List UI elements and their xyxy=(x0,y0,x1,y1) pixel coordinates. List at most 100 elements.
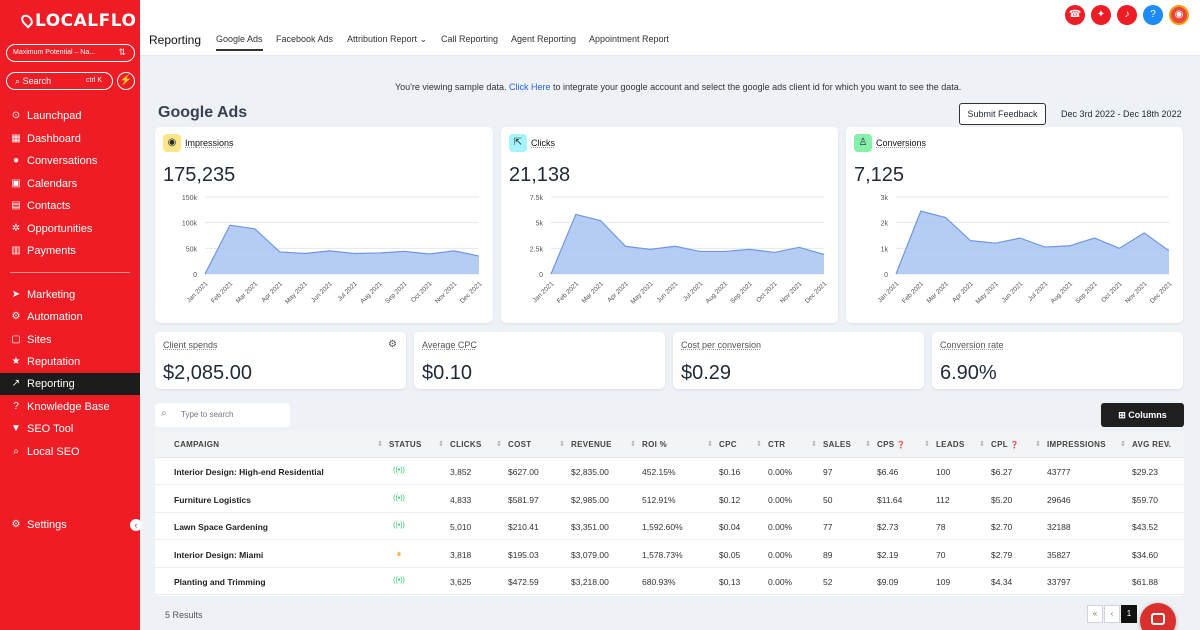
sidebar-item-local-seo[interactable]: ⌕ Local SEO xyxy=(0,441,140,463)
sidebar-item-launchpad[interactable]: ⊙ Launchpad xyxy=(0,105,140,127)
col-header-leads[interactable]: LEADS xyxy=(936,440,965,449)
cell-campaign[interactable]: Planting and Trimming xyxy=(174,577,266,587)
table-row[interactable]: Interior Design: High-end Residential ((•… xyxy=(155,458,1184,485)
sidebar-item-sites[interactable]: ▢ Sites xyxy=(0,329,140,351)
sidebar-item-reporting[interactable]: ↗ Reporting xyxy=(0,373,140,395)
x-tick-label: Sep 2021 xyxy=(384,280,409,305)
first-page-button[interactable]: « xyxy=(1087,605,1103,623)
sidebar-item-payments[interactable]: ▥ Payments xyxy=(0,240,140,262)
col-header-cpl[interactable]: CPL ❓ xyxy=(991,440,1020,449)
table-row[interactable]: Lawn Space Gardening ((•)) 5,010 $210.41 $3,… xyxy=(155,513,1184,540)
sort-icon[interactable]: ⇕ xyxy=(1035,441,1041,448)
series-line xyxy=(550,213,825,275)
location-switcher[interactable]: Maximum Potential – Na... ⇅ xyxy=(6,44,135,62)
tab-attribution-report[interactable]: Attribution Report ⌄ xyxy=(347,34,428,44)
sort-icon[interactable]: ⇕ xyxy=(1120,441,1126,448)
sidebar-search[interactable]: ⌕ Search ctrl K xyxy=(6,72,113,90)
cell-campaign[interactable]: Lawn Space Gardening xyxy=(174,522,268,532)
cell-campaign[interactable]: Furniture Logistics xyxy=(174,494,251,505)
col-header-revenue[interactable]: REVENUE xyxy=(571,440,612,449)
knowledge-icon: ? xyxy=(13,401,19,412)
tab-google-ads[interactable]: Google Ads xyxy=(216,34,263,51)
col-header-avg-rev-[interactable]: AVG REV. xyxy=(1132,440,1172,449)
sidebar-item-knowledge-base[interactable]: ? Knowledge Base xyxy=(0,396,140,418)
info-icon[interactable]: ❓ xyxy=(1007,442,1020,449)
col-header-cpc[interactable]: CPC xyxy=(719,440,737,449)
tab-facebook-ads[interactable]: Facebook Ads xyxy=(276,34,334,44)
sort-icon[interactable]: ⇕ xyxy=(1165,441,1171,448)
sort-icon[interactable]: ⇕ xyxy=(865,441,871,448)
sort-icon[interactable]: ⇕ xyxy=(811,441,817,448)
sort-icon[interactable]: ⇕ xyxy=(756,441,762,448)
sidebar-item-opportunities[interactable]: ✲ Opportunities xyxy=(0,218,140,240)
sidebar-item-automation[interactable]: ⚙ Automation xyxy=(0,306,140,328)
sidebar-item-contacts[interactable]: ▤ Contacts xyxy=(0,195,140,217)
col-header-campaign[interactable]: CAMPAIGN xyxy=(174,440,220,449)
y-tick-label: 2.5k xyxy=(530,246,544,253)
collapse-sidebar-button[interactable]: ‹ xyxy=(130,519,142,531)
sidebar-item-calendars[interactable]: ▣ Calendars xyxy=(0,173,140,195)
sidebar-item-settings[interactable]: ⚙ Settings xyxy=(11,519,67,531)
col-header-sales[interactable]: SALES xyxy=(823,440,852,449)
x-tick-label: Apr 2021 xyxy=(951,280,975,304)
table-search-input[interactable]: ⌕ Type to search xyxy=(155,403,290,427)
sidebar-item-seo-tool[interactable]: ▼ SEO Tool xyxy=(0,418,140,440)
table-row[interactable]: Furniture Logistics ((•)) 4,833 $581.97 $2,9… xyxy=(155,486,1184,513)
col-header-status[interactable]: STATUS xyxy=(389,440,422,449)
cell-campaign[interactable]: Interior Design: Miami xyxy=(174,549,264,560)
click-here-link[interactable]: Click Here xyxy=(508,82,551,92)
quick-action-bolt-icon[interactable]: ⚡ xyxy=(117,72,135,90)
sort-icon[interactable]: ⇕ xyxy=(438,441,444,448)
submit-feedback-button[interactable]: Submit Feedback xyxy=(959,103,1046,125)
col-header-roi-[interactable]: ROI % xyxy=(642,440,668,449)
sort-icon[interactable]: ⇕ xyxy=(559,441,565,448)
col-header-cost[interactable]: COST xyxy=(508,440,532,449)
tab-agent-reporting[interactable]: Agent Reporting xyxy=(511,34,577,44)
megaphone-icon[interactable]: ✦ xyxy=(1091,5,1111,25)
localflo-logo[interactable]: LOCALFLO xyxy=(18,11,136,31)
page-number-button[interactable]: 1 xyxy=(1121,605,1137,623)
sort-icon[interactable]: ⇕ xyxy=(924,441,930,448)
columns-button[interactable]: ⊞ Columns xyxy=(1101,403,1184,427)
cell-avgrev: $59.70 xyxy=(1132,494,1158,505)
tab-call-reporting[interactable]: Call Reporting xyxy=(441,34,499,44)
info-icon[interactable]: ❓ xyxy=(894,442,906,449)
gear-icon[interactable]: ⚙ xyxy=(388,339,397,350)
cell-campaign[interactable]: Interior Design: High-end Residential xyxy=(174,467,324,477)
sidebar-item-reputation[interactable]: ★ Reputation xyxy=(0,351,140,373)
sort-icon[interactable]: ⇕ xyxy=(377,441,383,448)
avatar[interactable]: ◉ xyxy=(1169,5,1189,25)
col-header-clicks[interactable]: CLICKS xyxy=(450,440,482,449)
date-range[interactable]: Dec 3rd 2022 - Dec 18th 2022 xyxy=(1061,109,1182,119)
col-header-ctr[interactable]: CTR xyxy=(768,440,786,449)
sort-icon[interactable]: ⇕ xyxy=(630,441,636,448)
cell-cps: $9.09 xyxy=(877,577,899,587)
table-row[interactable]: Planting and Trimming ((•)) 3,625 $472.59 $3… xyxy=(155,568,1184,595)
active-status-icon: ((•)) xyxy=(393,494,405,502)
table-row[interactable]: Interior Design: Miami ⏸ 3,818 $195.03 $3,07… xyxy=(155,541,1184,568)
bell-icon[interactable]: ♪ xyxy=(1117,5,1137,25)
sort-icon[interactable]: ⇕ xyxy=(707,441,713,448)
prev-page-button[interactable]: ‹ xyxy=(1104,605,1120,623)
sort-icon[interactable]: ⇕ xyxy=(496,441,502,448)
sidebar-item-conversations[interactable]: ● Conversations xyxy=(0,150,140,172)
col-header-impressions[interactable]: IMPRESSIONS xyxy=(1047,440,1106,449)
help-icon[interactable]: ? xyxy=(1143,5,1163,25)
x-tick-label: Sep 2021 xyxy=(1074,280,1099,305)
x-tick-label: Feb 2021 xyxy=(210,280,235,305)
cost-per-conversion-value: $0.29 xyxy=(681,362,732,384)
phone-icon[interactable]: ☎ xyxy=(1065,5,1085,25)
impressions-card: ◉ Impressions 175,235 150k 100k 50k 0 Jan 20… xyxy=(155,127,493,323)
cell-sales: 97 xyxy=(823,467,833,477)
search-icon: ⌕ xyxy=(161,408,167,419)
col-header-cps[interactable]: CPS ❓ xyxy=(877,440,906,449)
sort-icon[interactable]: ⇕ xyxy=(979,441,985,448)
impressions-value: 175,235 xyxy=(163,164,236,186)
sidebar-divider xyxy=(10,272,130,273)
x-tick-label: Nov 2021 xyxy=(1124,280,1149,305)
tab-appointment-report[interactable]: Appointment Report xyxy=(589,34,670,44)
sidebar-item-marketing[interactable]: ➤ Marketing xyxy=(0,284,140,306)
sidebar-item-dashboard[interactable]: ▦ Dashboard xyxy=(0,128,140,150)
chat-widget-button[interactable] xyxy=(1140,603,1176,630)
